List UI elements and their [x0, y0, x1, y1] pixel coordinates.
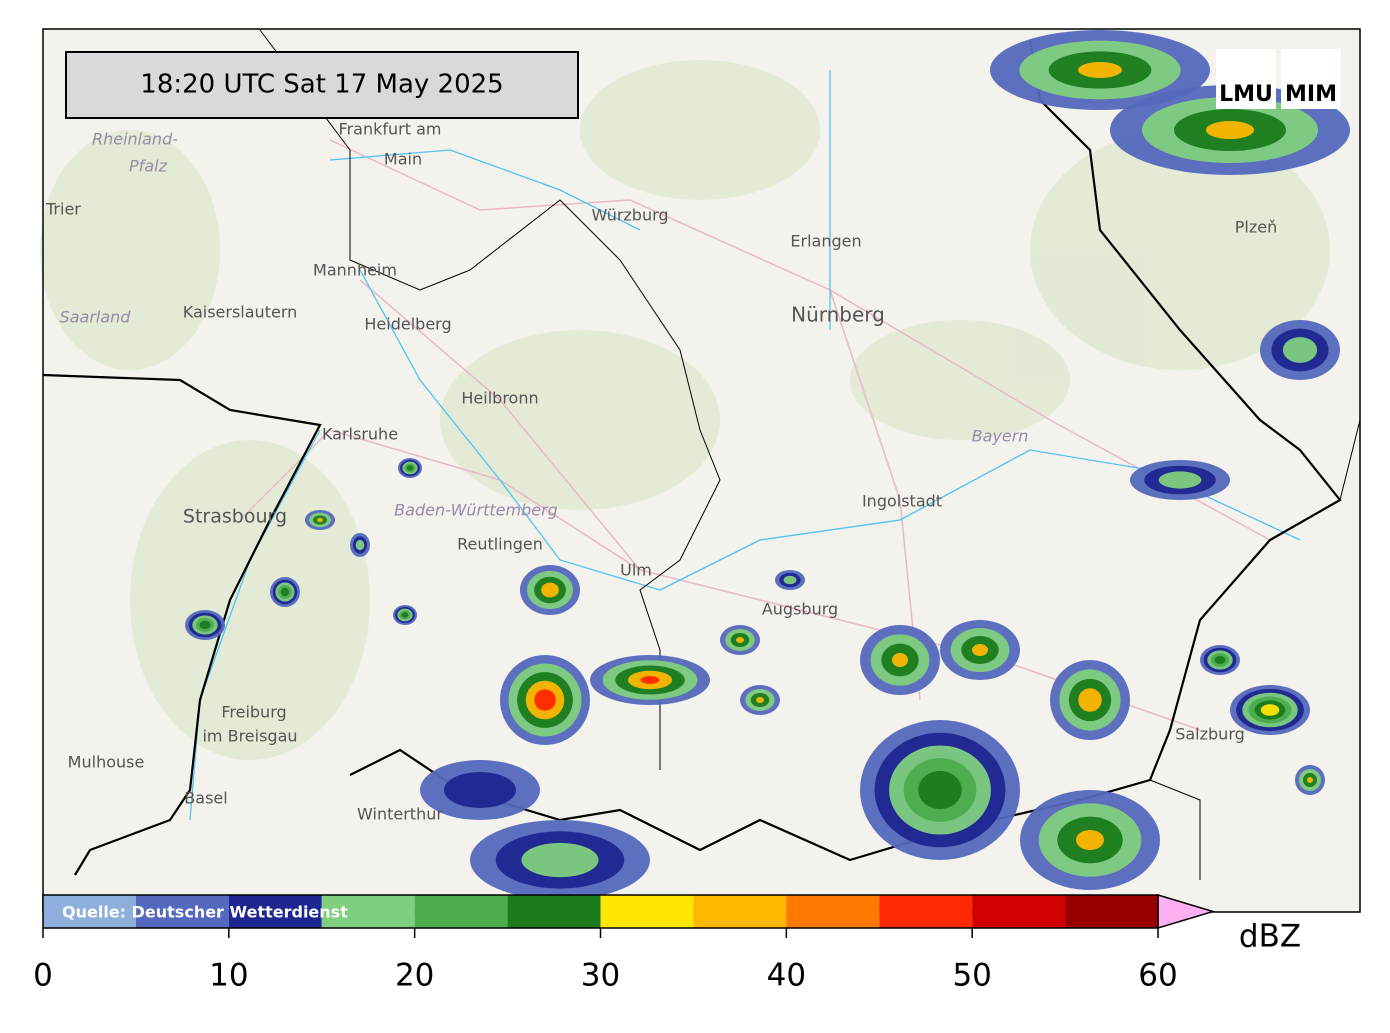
rivers: [189, 70, 1301, 821]
tick-label: 10: [209, 958, 248, 994]
tick-label: 20: [395, 958, 434, 994]
radar-echo: [1078, 62, 1122, 78]
terrain: [40, 60, 1330, 760]
place-label: Mulhouse: [68, 753, 145, 772]
place-label: Basel: [184, 789, 227, 808]
colorbar-segment: [321, 895, 415, 928]
logo-box: [1216, 49, 1276, 109]
radar-echo: [406, 465, 414, 471]
radar-echo: [918, 770, 962, 810]
radar-echo: [1282, 337, 1318, 363]
place-label: Reutlingen: [457, 535, 543, 554]
radar-echo: [783, 575, 797, 585]
radar-echo: [1307, 777, 1313, 783]
radar-echo: [355, 539, 365, 551]
region-label: Saarland: [60, 308, 132, 327]
logo-box: [1281, 49, 1341, 109]
radar-echo: [972, 644, 988, 656]
place-label: Salzburg: [1175, 725, 1245, 744]
logo: MIM: [1285, 82, 1337, 107]
region-label: Baden-Württemberg: [394, 501, 558, 520]
region-label: Bayern: [972, 427, 1029, 446]
colorbar-segment: [135, 895, 229, 928]
place-label: im Breisgau: [202, 727, 297, 746]
place-label: Heilbronn: [461, 389, 538, 408]
colorbar-segment: [507, 895, 601, 928]
colorbar-segment: [1065, 895, 1158, 928]
radar-echo: [1214, 655, 1226, 665]
tick-label: 30: [581, 958, 620, 994]
radar-echo: [280, 587, 290, 597]
tick-label: 40: [767, 958, 806, 994]
place-label: Winterthur: [357, 805, 443, 824]
source-label: Quelle: Deutscher Wetterdienst: [62, 903, 348, 922]
radar-echo: [1260, 704, 1280, 716]
colorbar-segment: [786, 895, 880, 928]
radar-echo: [199, 620, 211, 630]
borders: [42, 29, 1361, 880]
roads: [239, 139, 1271, 731]
radar-echoes: [185, 30, 1350, 900]
colorbar-segment: [879, 895, 973, 928]
colorbar-segment: [228, 895, 322, 928]
radar-echo: [444, 772, 516, 808]
radar-echo: [521, 842, 599, 878]
timestamp: 18:20 UTC Sat 17 May 2025: [140, 70, 503, 100]
tick-label: 50: [952, 958, 991, 994]
radar-echo: [317, 518, 323, 522]
place-label: Mannheim: [313, 261, 397, 280]
tick-label: 0: [33, 958, 53, 994]
radar-echo: [736, 637, 744, 643]
place-label: Trier: [45, 200, 81, 219]
region-label: Pfalz: [129, 157, 168, 176]
place-label: Plzeň: [1235, 218, 1277, 237]
place-label: Karlsruhe: [322, 425, 398, 444]
colorbar-segment: [972, 895, 1066, 928]
colorbar-segment: [600, 895, 694, 928]
place-label: Frankfurt am: [339, 120, 442, 139]
place-label: Würzburg: [591, 206, 668, 225]
radar-echo: [1078, 688, 1102, 712]
place-label: Kaiserslautern: [183, 303, 298, 322]
radar-echo: [541, 582, 559, 598]
radar-echo: [1206, 121, 1254, 139]
radar-echo: [401, 612, 409, 618]
region-label: Rheinland-: [92, 130, 178, 149]
radar-echo: [892, 653, 908, 667]
place-label: Erlangen: [790, 232, 861, 251]
place-labels: Frankfurt am Main Rheinland- Pfalz Trier…: [45, 120, 1277, 824]
tick-label: 60: [1138, 958, 1177, 994]
colorbar-segment: [693, 895, 787, 928]
radar-echo: [1076, 830, 1104, 850]
colorbar-unit: dBZ: [1239, 919, 1301, 955]
colorbar-segment: [43, 895, 136, 928]
colorbar: Quelle: Deutscher Wetterdienst 0 10 20 30 40 5…: [33, 893, 1301, 994]
timestamp-box: [65, 51, 579, 119]
place-label: Augsburg: [762, 600, 838, 619]
place-label: Nürnberg: [791, 303, 885, 327]
place-label: Main: [384, 150, 422, 169]
colorbar-segment: [414, 895, 508, 928]
place-label: Ulm: [620, 561, 652, 580]
radar-echo: [640, 676, 660, 684]
place-label: Freiburg: [221, 703, 286, 722]
radar-echo: [1158, 471, 1202, 489]
place-label: Strasbourg: [183, 506, 287, 528]
place-label: Heidelberg: [364, 315, 451, 334]
radar-echo: [534, 689, 556, 711]
place-label: Ingolstadt: [862, 492, 942, 511]
radar-echo: [756, 697, 764, 703]
logo: LMU: [1219, 82, 1273, 107]
